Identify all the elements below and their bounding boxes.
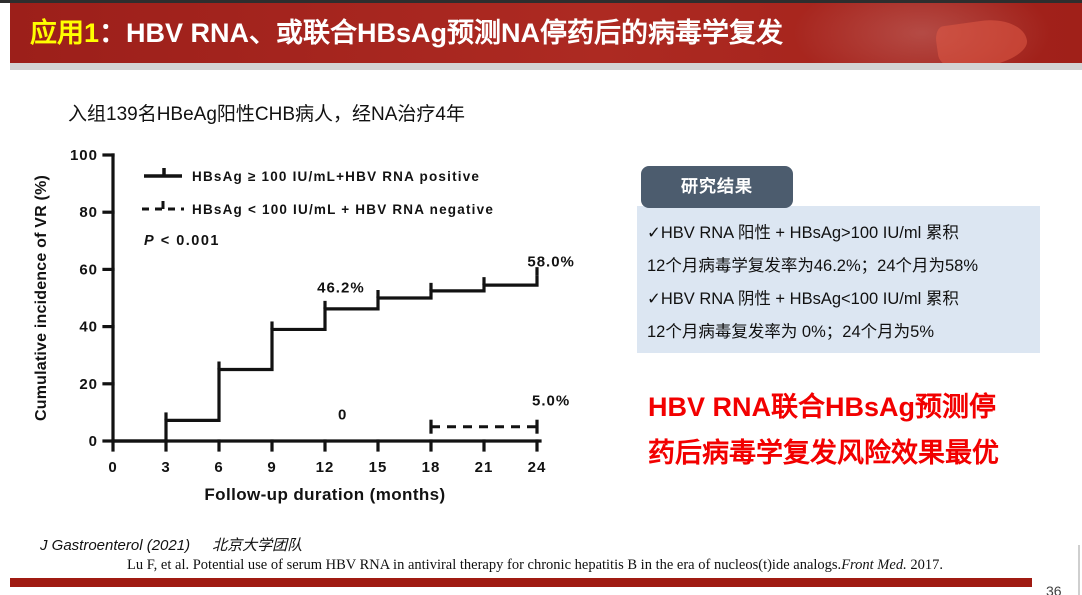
svg-text:Follow-up duration (months): Follow-up duration (months) (204, 485, 445, 504)
svg-text:24: 24 (528, 459, 547, 476)
conclusion-text: HBV RNA联合HBsAg预测停 药后病毒学复发风险效果最优 (648, 384, 1068, 476)
results-line: ✓HBV RNA 阳性 + HBsAg>100 IU/ml 累积 (647, 224, 959, 242)
results-box: ✓HBV RNA 阳性 + HBsAg>100 IU/ml 累积 12个月病毒学… (637, 206, 1040, 353)
km-chart-svg: 0 20 40 60 80 100 0 3 6 9 12 15 18 21 24 Follow-up dura… (33, 147, 575, 504)
citation-year: 2017. (906, 557, 943, 573)
svg-text:46.2%: 46.2% (317, 279, 365, 296)
svg-text:6: 6 (214, 459, 223, 476)
svg-text:80: 80 (79, 204, 98, 221)
svg-text:HBsAg < 100 IU/mL + HBV RNA ne: HBsAg < 100 IU/mL + HBV RNA negative (192, 202, 494, 217)
study-subtitle: 入组139名HBeAg阳性CHB病人，经NA治疗4年 (68, 104, 465, 125)
results-line: 12个月病毒复发率为 0%；24个月为5% (647, 323, 934, 341)
svg-text:20: 20 (79, 376, 98, 393)
conclusion-line-2: 药后病毒学复发风险效果最优 (648, 438, 999, 468)
svg-text:P < 0.001: P < 0.001 (144, 233, 220, 249)
svg-text:100: 100 (70, 147, 98, 164)
citation-secondary: Lu F, et al. Potential use of serum HBV … (10, 557, 1060, 574)
svg-text:21: 21 (475, 459, 494, 476)
svg-text:Cumulative incidence of VR (%): Cumulative incidence of VR (%) (33, 175, 50, 421)
slide-title-accent: 应用1 (30, 18, 100, 48)
results-line: 12个月病毒学复发率为46.2%；24个月为58% (647, 257, 979, 275)
svg-text:HBsAg ≥ 100 IU/mL+HBV RNA posi: HBsAg ≥ 100 IU/mL+HBV RNA positive (192, 169, 480, 184)
svg-text:60: 60 (79, 261, 98, 278)
bottom-accent-bar (10, 578, 1032, 587)
svg-text:0: 0 (108, 459, 117, 476)
slide-title-main: ：HBV RNA、或联合HBsAg预测NA停药后的病毒学复发 (99, 18, 784, 48)
svg-text:18: 18 (422, 459, 441, 476)
svg-text:58.0%: 58.0% (527, 254, 575, 271)
slide-header: 应用1：HBV RNA、或联合HBsAg预测NA停药后的病毒学复发 (10, 3, 1082, 63)
header-underline-strip (10, 63, 1082, 70)
svg-text:12: 12 (316, 459, 335, 476)
svg-text:5.0%: 5.0% (532, 392, 570, 409)
results-badge: 研究结果 (641, 166, 793, 208)
page-number: 36 (1046, 583, 1062, 595)
km-chart: 0 20 40 60 80 100 0 3 6 9 12 15 18 21 24 Follow-up dura… (28, 138, 608, 528)
conclusion-line-1: HBV RNA联合HBsAg预测停 (648, 392, 997, 422)
citation-team: 北京大学团队 (212, 537, 303, 554)
citation-journal: J Gastroenterol (2021) (40, 537, 191, 554)
svg-text:15: 15 (369, 459, 388, 476)
slide-title: 应用1：HBV RNA、或联合HBsAg预测NA停药后的病毒学复发 (10, 3, 1082, 63)
svg-text:9: 9 (267, 459, 276, 476)
svg-text:40: 40 (79, 319, 98, 336)
svg-text:0: 0 (89, 433, 98, 450)
citation-main-text: Lu F, et al. Potential use of serum HBV … (127, 557, 842, 573)
citation-journal-italic: Front Med. (841, 557, 907, 573)
results-line: ✓HBV RNA 阴性 + HBsAg<100 IU/ml 累积 (647, 290, 959, 308)
top-border-line (0, 0, 1082, 3)
slide-edge-line (1078, 545, 1080, 595)
citation-primary: J Gastroenterol (2021) 北京大学团队 (40, 534, 302, 555)
svg-text:0: 0 (338, 407, 347, 424)
svg-text:3: 3 (161, 459, 170, 476)
